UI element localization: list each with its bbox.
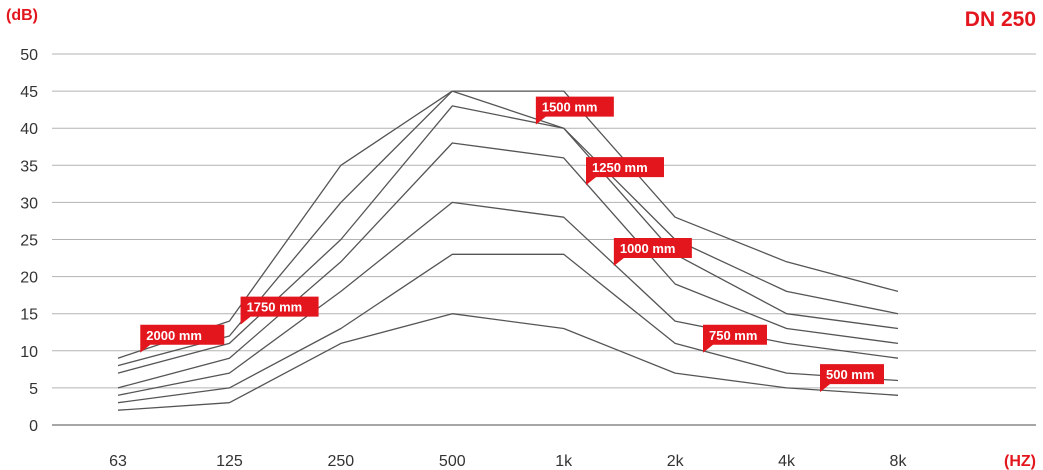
series-line-1750-mm	[117, 90, 899, 367]
y-tick-label: 10	[20, 344, 38, 361]
series-tag: 750 mm	[703, 324, 767, 353]
y-tick-label: 35	[20, 158, 38, 175]
x-axis-ticks: 63 125 250 500 1k 2k 4k 8k	[109, 453, 907, 470]
series-tag-shape	[613, 237, 692, 266]
y-tick-label: 25	[20, 233, 38, 250]
y-tick-label: 20	[20, 270, 38, 287]
series-line-1500-mm	[117, 105, 899, 374]
series-tag-label: 1250 mm	[592, 160, 648, 175]
series-tag: 1500 mm	[535, 96, 614, 125]
series-tag-label: 1750 mm	[247, 300, 303, 315]
series-tag: 500 mm	[820, 364, 884, 393]
series-tag-shape	[820, 364, 884, 393]
x-tick-label: 8k	[890, 453, 908, 470]
x-tick-label: 63	[109, 453, 127, 470]
series-line-1000-mm	[117, 201, 899, 396]
series-tag-label: 2000 mm	[146, 328, 202, 343]
series-tag: 1000 mm	[613, 237, 692, 266]
x-tick-label: 4k	[778, 453, 796, 470]
series-tag: 1750 mm	[240, 296, 319, 325]
series-labels: 2000 mm 1750 mm 1500 mm 1250 mm 1000 mm 750 m…	[140, 96, 884, 393]
x-tick-label: 2k	[667, 453, 685, 470]
series-line-500-mm	[117, 313, 899, 411]
series-tag-shape	[140, 324, 225, 353]
series-tag-label: 1000 mm	[620, 241, 676, 256]
chart-title: DN 250	[965, 8, 1036, 31]
series-tag-label: 1500 mm	[542, 100, 598, 115]
y-tick-label: 15	[20, 307, 38, 324]
y-axis-ticks: 0 5 10 15 20 25 30 35 40 45 50	[20, 47, 38, 435]
y-tick-label: 50	[20, 47, 38, 64]
y-tick-label: 30	[20, 195, 38, 212]
x-tick-label: 125	[216, 453, 243, 470]
series-tag-label: 500 mm	[826, 367, 874, 382]
series-line-2000-mm	[117, 90, 899, 359]
x-tick-label: 250	[328, 453, 355, 470]
y-tick-label: 45	[20, 84, 38, 101]
series-line-750-mm	[117, 253, 899, 404]
series-line-1250-mm	[117, 142, 899, 389]
series-tag-shape	[703, 324, 767, 353]
series-tag: 2000 mm	[140, 324, 225, 353]
series-tag-shape	[240, 296, 319, 325]
y-tick-label: 0	[29, 418, 38, 435]
grid-lines	[52, 53, 1036, 426]
y-tick-label: 40	[20, 121, 38, 138]
series-tag-label: 750 mm	[709, 328, 757, 343]
series-tag-shape	[586, 157, 664, 186]
y-tick-label: 5	[29, 381, 38, 398]
x-tick-label: 500	[439, 453, 466, 470]
series-tag: 1250 mm	[586, 157, 664, 186]
y-axis-label: (dB)	[6, 7, 38, 24]
series-lines	[117, 90, 899, 411]
x-axis-label: (HZ)	[1004, 453, 1036, 470]
series-tag-shape	[535, 96, 614, 125]
x-tick-label: 1k	[555, 453, 573, 470]
